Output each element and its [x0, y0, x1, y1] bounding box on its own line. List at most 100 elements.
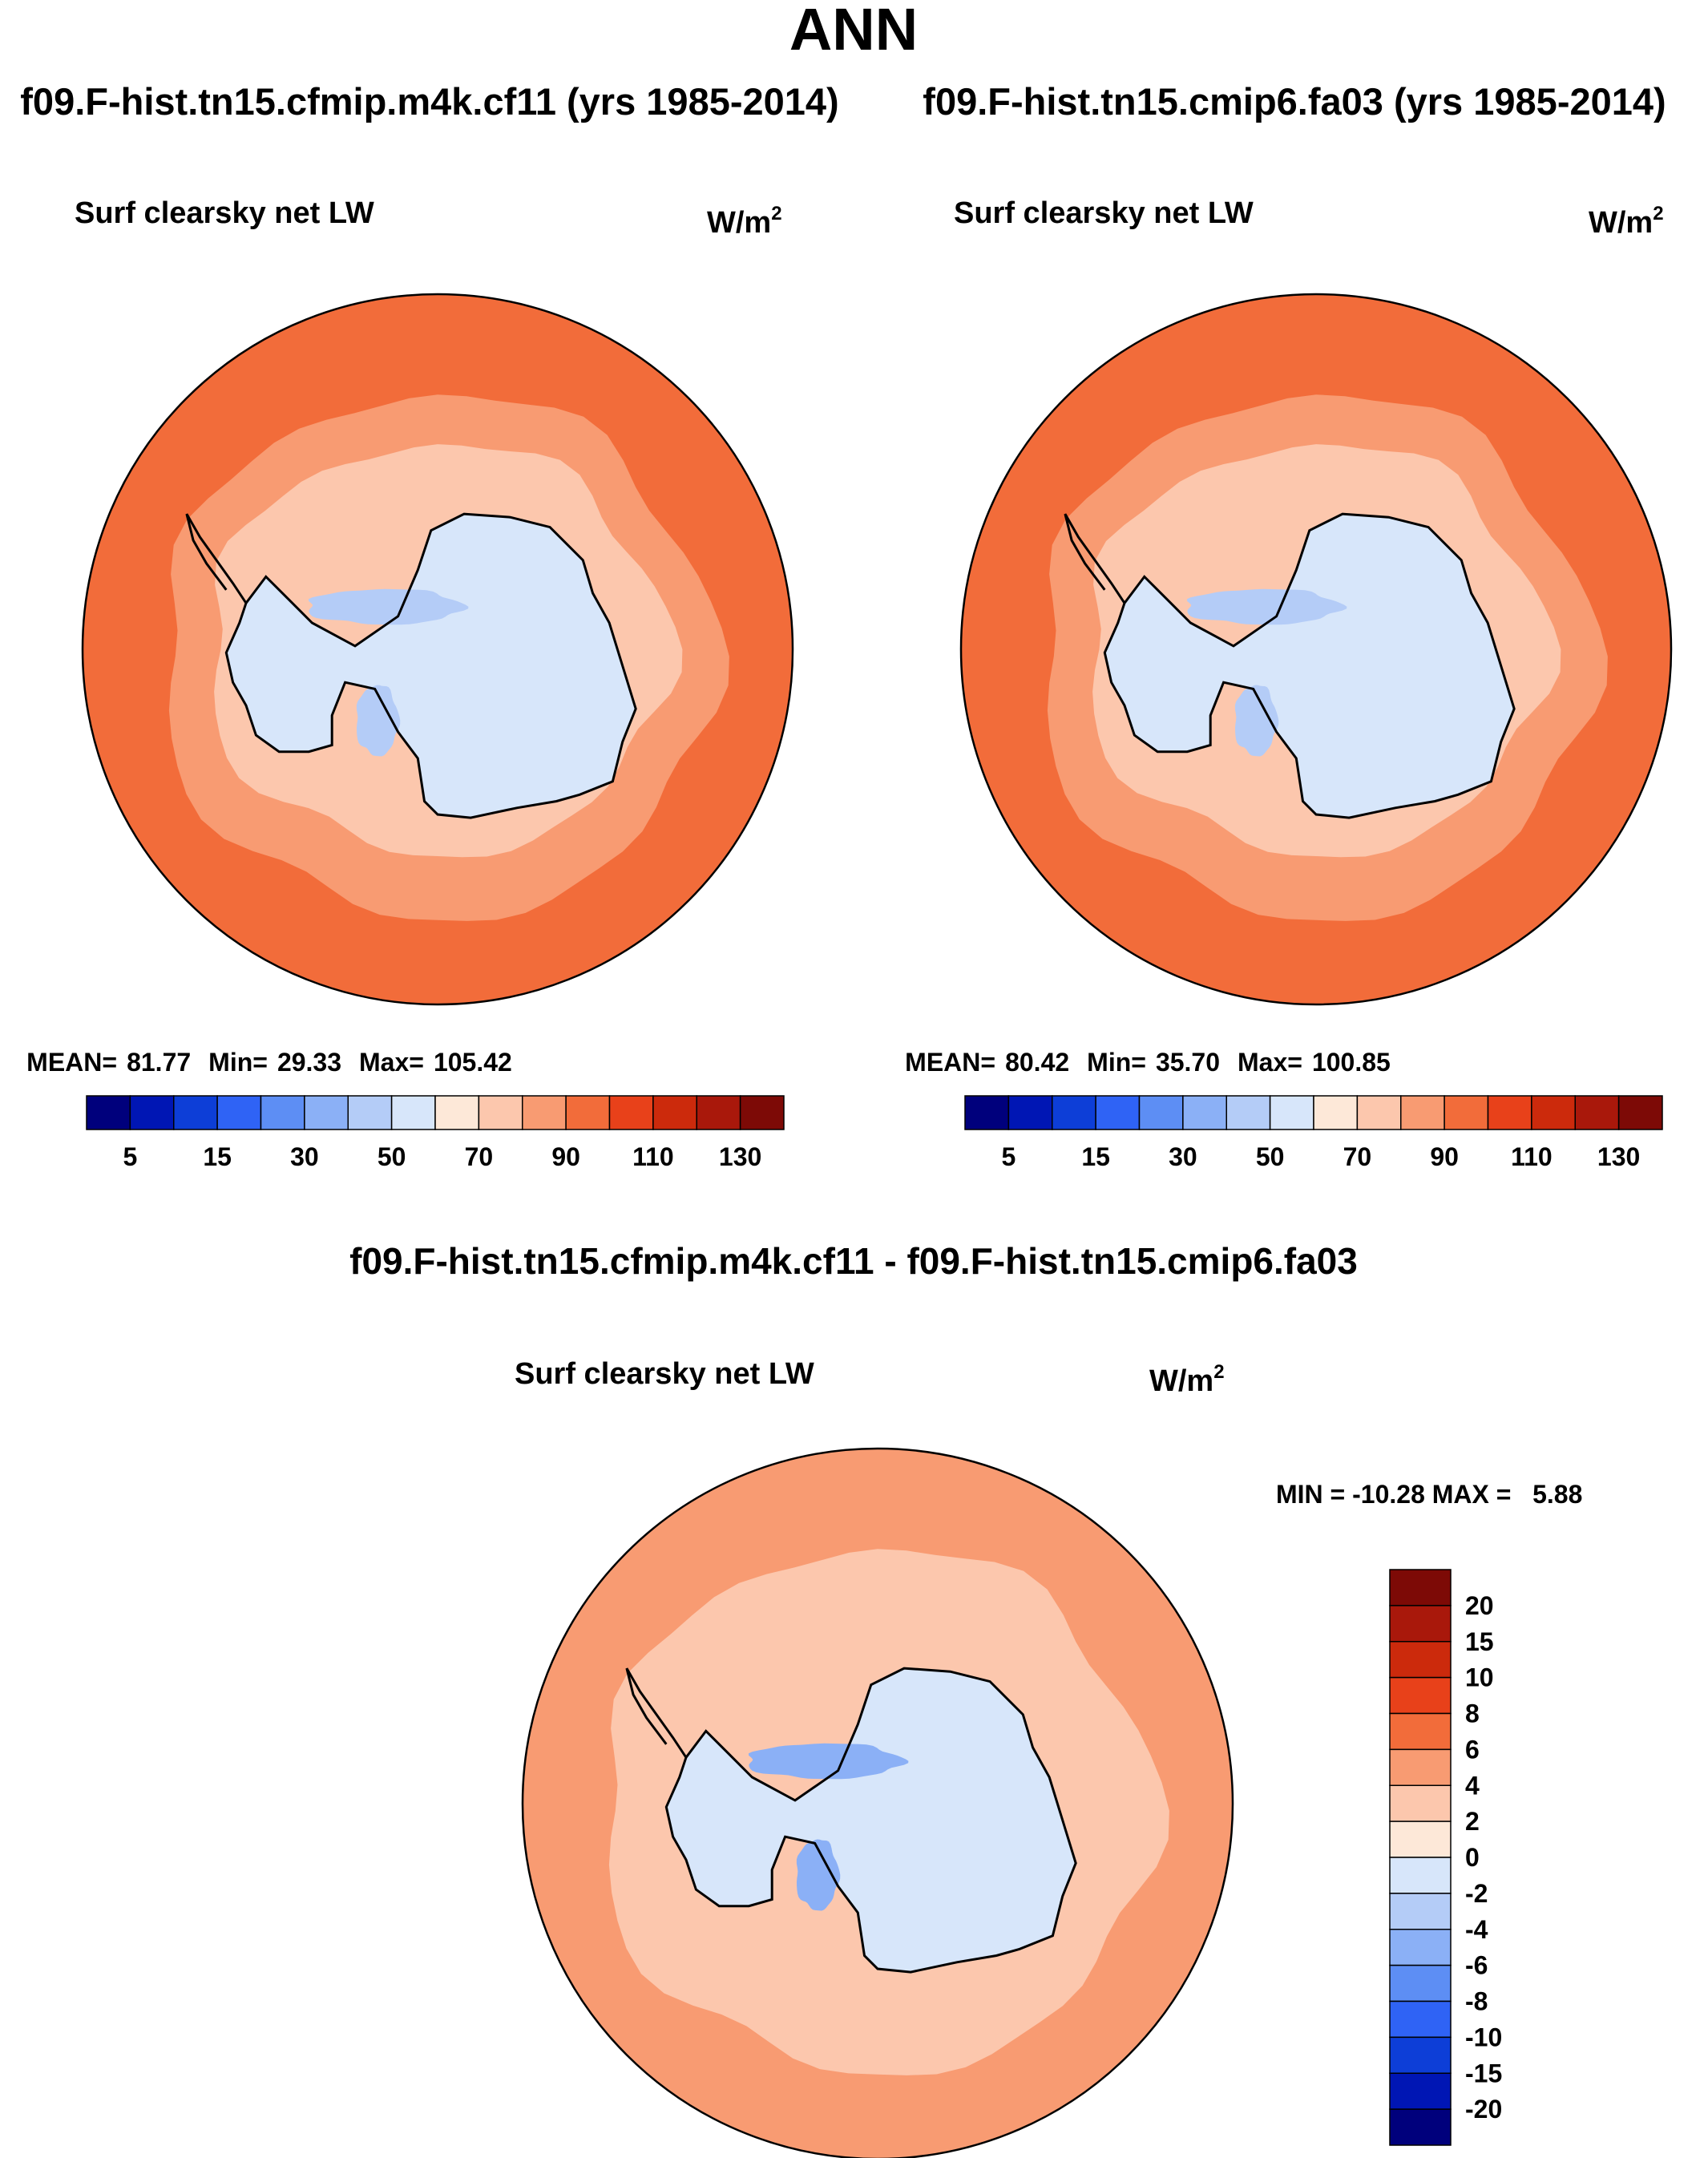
panel-b: Surf clearsky net LW W/m2 5 15 30 50 70 90 110…: [905, 196, 1673, 1171]
colorbar-b-tick-label: 130: [1597, 1142, 1640, 1171]
colorbar-a-tick-label: 5: [123, 1142, 137, 1171]
panel-b-variable: Surf clearsky net LW: [954, 196, 1254, 230]
panel-c-units: W/m2: [1149, 1361, 1225, 1398]
colorbar-a-swatch: [696, 1095, 741, 1130]
colorbar-b-tick-label: 30: [1169, 1142, 1197, 1171]
colorbar-a-swatch: [522, 1095, 567, 1130]
map-c-interior: [666, 1668, 1076, 1973]
colorbar-b-swatch: [1052, 1095, 1096, 1130]
colorbar-c-tick-label: 8: [1465, 1699, 1480, 1728]
panel-a-title: f09.F-hist.tn15.cfmip.m4k.cf11 (yrs 1985…: [20, 80, 838, 123]
colorbar-a-swatch: [260, 1095, 305, 1130]
colorbar-b-swatch: [1225, 1095, 1271, 1130]
panel-a-units: W/m2: [707, 203, 782, 240]
colorbar-b-tick-label: 110: [1511, 1142, 1553, 1171]
colorbar-c-tick-label: 0: [1465, 1843, 1480, 1872]
colorbar-b-swatch: [1313, 1095, 1359, 1130]
colorbar-b-swatch: [1269, 1095, 1314, 1130]
panel-a-map: [83, 294, 793, 1004]
colorbar-b-swatch: [1487, 1095, 1532, 1130]
map-b-coastline: [1103, 512, 1516, 819]
map-c-minimum-zone-south: [796, 1839, 841, 1911]
colorbar-c-swatch: [1389, 1964, 1452, 2002]
colorbar-c-tick-label: 6: [1465, 1735, 1480, 1764]
colorbar-c-tick-label: -15: [1465, 2059, 1502, 2087]
colorbar-c-swatch: [1389, 2000, 1452, 2039]
colorbar-c-swatch: [1389, 1893, 1452, 1930]
colorbar-c-swatch: [1389, 1605, 1452, 1643]
colorbar-c-swatch: [1389, 1821, 1452, 1858]
colorbar-a-swatch: [216, 1095, 262, 1130]
colorbar-a-swatch: [565, 1095, 611, 1130]
map-b-peninsula: [1064, 513, 1126, 604]
colorbar-b-swatch: [1400, 1095, 1445, 1130]
colorbar-c-tick-label: -10: [1465, 2023, 1502, 2051]
panel-c-map: [523, 1449, 1233, 2158]
season-title: ANN: [789, 0, 918, 63]
map-a-border: [81, 293, 794, 1006]
colorbar-c-swatch: [1389, 1748, 1452, 1786]
colorbar-c-swatch: [1389, 1857, 1452, 1894]
panel-b-title: f09.F-hist.tn15.cmip6.fa03 (yrs 1985-201…: [923, 80, 1666, 123]
map-c-border: [521, 1447, 1234, 2158]
colorbar-b-swatch: [964, 1095, 1010, 1130]
panel-b-stats: MEAN= 80.42 Min= 35.70 Max= 100.85: [905, 1048, 1391, 1077]
colorbar-c-tick-label: -4: [1465, 1915, 1488, 1944]
colorbar-a-tick-label: 70: [465, 1142, 494, 1171]
colorbar-c-tick-label: -20: [1465, 2095, 1502, 2124]
colorbar-a-swatch: [652, 1095, 697, 1130]
colorbar-a-swatch: [304, 1095, 349, 1130]
colorbar-a-tick-label: 50: [378, 1142, 406, 1171]
panel-a-stats: MEAN= 81.77 Min= 29.33 Max= 105.42: [26, 1048, 512, 1077]
colorbar-c-swatch: [1389, 2072, 1452, 2110]
map-a-coastline: [224, 512, 637, 819]
colorbar-b-swatch: [1574, 1095, 1620, 1130]
colorbar-b-tick-label: 15: [1081, 1142, 1110, 1171]
colorbar-b-tick-label: 70: [1343, 1142, 1372, 1171]
map-b-minimum-zone-south: [1234, 685, 1279, 757]
colorbar-a-tick-label: 130: [719, 1142, 761, 1171]
colorbar-c-swatch: [1389, 1676, 1452, 1715]
panel-a: Surf clearsky net LW W/m2 5 15 30 50 70 90 110…: [26, 196, 794, 1171]
colorbar-b-swatch: [1138, 1095, 1184, 1130]
colorbar-c-tick-label: 10: [1465, 1663, 1494, 1692]
colorbar-c-tick-label: 4: [1465, 1771, 1480, 1800]
colorbar-b-tick-label: 5: [1001, 1142, 1016, 1171]
panel-c-stats: MIN = -10.28 MAX = 5.88: [1276, 1480, 1582, 1509]
colorbar-c-tick-label: -8: [1465, 1987, 1488, 2016]
panel-b-map: [961, 294, 1671, 1004]
colorbar-c-tick-label: 2: [1465, 1807, 1480, 1836]
colorbar-c-swatch: [1389, 1712, 1452, 1751]
colorbar-c-tick-label: -6: [1465, 1951, 1488, 1980]
colorbar-c-swatch: [1389, 1929, 1452, 1966]
colorbar-a-swatch: [129, 1095, 175, 1130]
colorbar-a-tick-label: 30: [290, 1142, 319, 1171]
colorbar-c-swatch: [1389, 2108, 1452, 2146]
colorbar-c-tick-label: 20: [1465, 1591, 1494, 1620]
map-b-border: [959, 293, 1673, 1006]
map-c-minimum-zone: [749, 1743, 909, 1780]
colorbar-a-swatch: [173, 1095, 218, 1130]
colorbar-b-swatch: [1007, 1095, 1053, 1130]
map-a-interior: [226, 514, 636, 818]
colorbar-a-swatch: [608, 1095, 654, 1130]
panel-b-units: W/m2: [1589, 203, 1664, 240]
colorbar-a-tick-label: 90: [551, 1142, 580, 1171]
panel-c: f09.F-hist.tn15.cfmip.m4k.cf11 - f09.F-h…: [349, 1240, 1582, 2158]
colorbar-c-tick-label: 15: [1465, 1627, 1494, 1656]
colorbar-b-tick-label: 50: [1256, 1142, 1285, 1171]
colorbar-b-swatch: [1617, 1095, 1663, 1130]
map-b-interior: [1104, 514, 1515, 818]
colorbar-b-tick-label: 90: [1430, 1142, 1459, 1171]
panel-b-colorbar: 5 15 30 50 70 90 110 130: [964, 1095, 1663, 1171]
colorbar-a-tick-label: 15: [203, 1142, 232, 1171]
colorbar-b-swatch: [1444, 1095, 1489, 1130]
colorbar-c-swatch: [1389, 1569, 1452, 1606]
panel-a-variable: Surf clearsky net LW: [75, 196, 374, 230]
colorbar-a-swatch: [478, 1095, 523, 1130]
colorbar-c-swatch: [1389, 2036, 1452, 2074]
map-a-minimum-zone: [309, 588, 469, 625]
colorbar-c-swatch: [1389, 1641, 1452, 1679]
